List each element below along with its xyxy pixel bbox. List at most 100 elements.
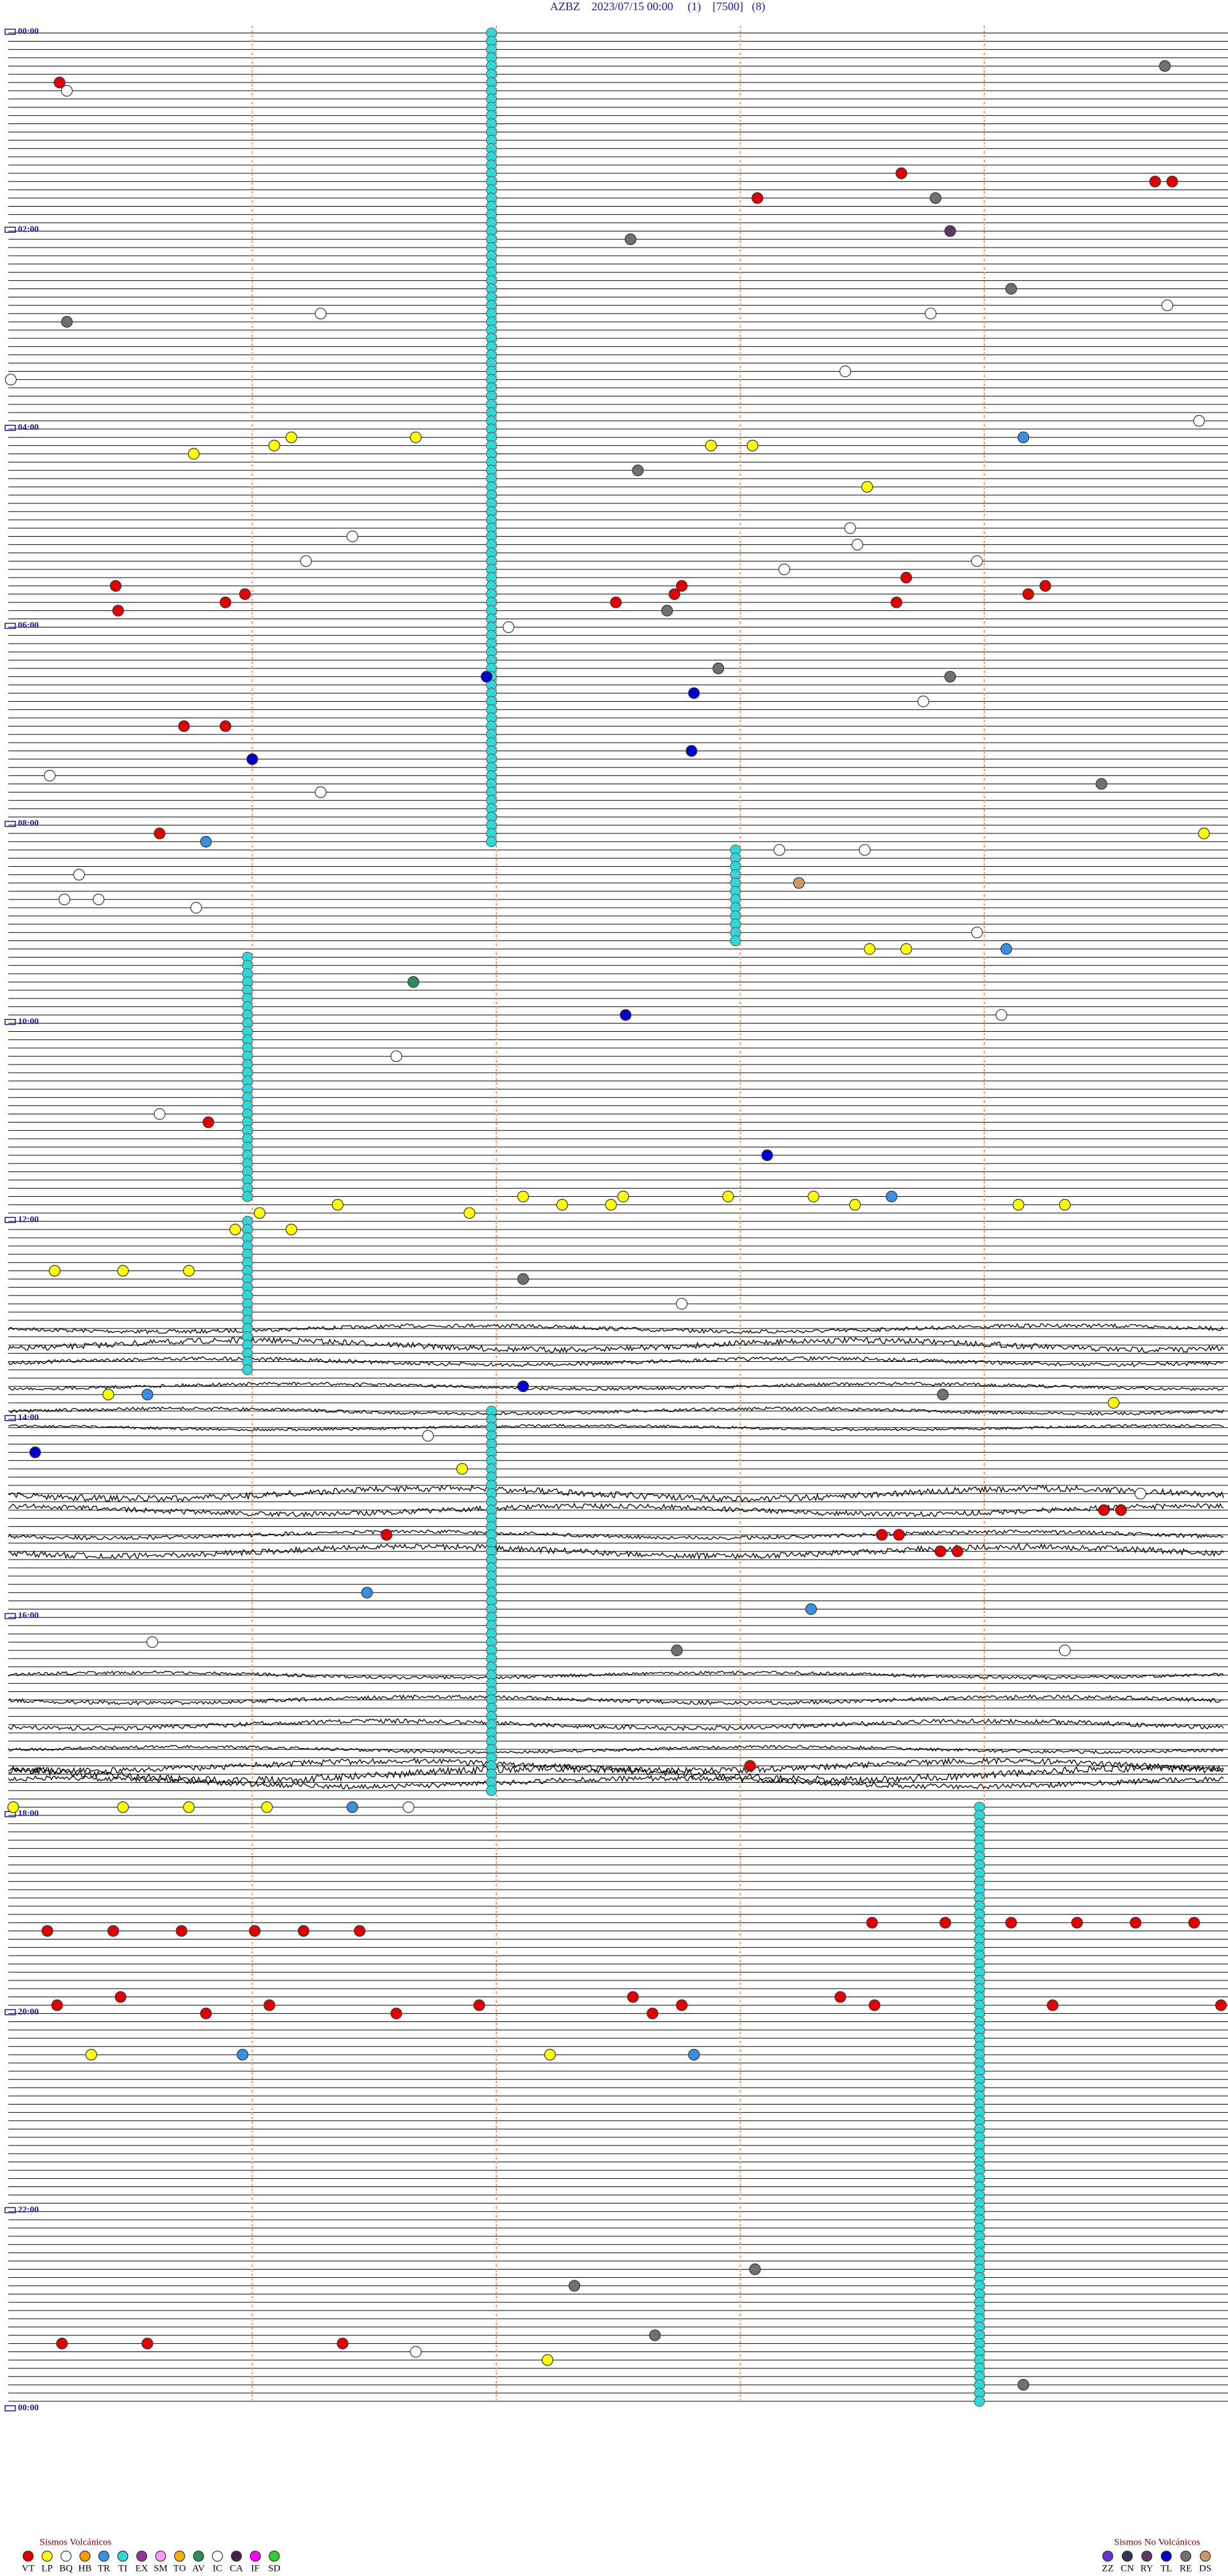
event — [219, 596, 232, 608]
event — [361, 1586, 373, 1599]
event — [876, 1529, 888, 1541]
event — [336, 2337, 349, 2350]
trace-noise — [8, 1355, 1224, 1368]
event — [7, 1801, 19, 1813]
event — [410, 2346, 422, 2358]
legend-code: CN — [1121, 2563, 1134, 2573]
event — [895, 167, 908, 179]
legend-swatch — [60, 2550, 72, 2562]
event — [1135, 1487, 1147, 1499]
event — [264, 1999, 276, 2011]
event — [1215, 1999, 1227, 2011]
trace-noise — [8, 1381, 1224, 1391]
legend-code: CA — [230, 2563, 243, 2573]
event — [624, 233, 636, 246]
event — [900, 943, 913, 955]
hour-label: 04:00 — [18, 423, 39, 432]
event — [995, 1009, 1007, 1021]
legend-swatch — [1180, 2550, 1192, 2562]
event — [749, 2263, 761, 2275]
legend-swatch — [41, 2550, 53, 2562]
event — [381, 1529, 393, 1541]
event — [107, 1925, 120, 1937]
event — [627, 1991, 639, 2003]
event — [285, 431, 297, 443]
event — [114, 1991, 127, 2003]
event — [617, 1190, 629, 1203]
legend-swatch — [1160, 2550, 1172, 2562]
event — [939, 1916, 952, 1929]
event — [761, 1149, 773, 1162]
event — [200, 2007, 212, 2019]
event — [542, 2354, 554, 2366]
trace-noise — [8, 1764, 1224, 1785]
hour-marker — [4, 226, 16, 233]
event — [141, 1389, 154, 1401]
event — [178, 720, 190, 732]
trace-noise — [8, 1542, 1224, 1560]
legend-code: TO — [173, 2563, 186, 2573]
legend-swatch — [22, 2550, 34, 2562]
event — [1005, 283, 1018, 295]
event — [354, 1925, 366, 1937]
event — [402, 1801, 414, 1813]
trace-noise — [8, 1502, 1224, 1518]
legend-swatch — [117, 2550, 129, 2562]
event — [41, 1925, 54, 1937]
event — [858, 844, 871, 856]
event — [647, 2007, 659, 2019]
event — [93, 893, 105, 906]
legend-swatch — [1121, 2550, 1133, 2562]
event — [422, 1430, 434, 1442]
legend-code: TI — [118, 2563, 127, 2573]
hour-marker — [4, 2207, 16, 2213]
event — [744, 1760, 756, 1772]
event — [187, 448, 200, 460]
event — [117, 1801, 129, 1813]
legend-code: EX — [136, 2563, 148, 2573]
event — [410, 431, 422, 443]
event — [300, 555, 312, 567]
legend-title: Sismos Volcánicos — [40, 2537, 112, 2547]
trace-noise — [8, 1670, 1224, 1680]
event — [929, 192, 941, 204]
legend-code: HB — [78, 2563, 91, 2573]
hour-label: 16:00 — [18, 1611, 39, 1621]
event — [944, 225, 956, 237]
event — [688, 2049, 700, 2061]
hour-label: 20:00 — [18, 2007, 39, 2017]
event — [668, 588, 681, 600]
event — [671, 1644, 683, 1657]
event — [805, 1603, 817, 1615]
hour-marker — [4, 2009, 16, 2016]
event — [261, 1801, 273, 1813]
event — [844, 522, 856, 534]
event — [1098, 1504, 1110, 1516]
event — [249, 1925, 261, 1937]
event — [237, 2049, 249, 2061]
ti-event — [973, 2396, 985, 2407]
event — [620, 1009, 632, 1021]
event — [1159, 60, 1171, 72]
legend-swatch — [174, 2550, 185, 2562]
event — [219, 720, 232, 732]
event — [807, 1190, 820, 1203]
event — [937, 1389, 949, 1401]
hour-marker — [4, 1415, 16, 1421]
hour-marker — [4, 1018, 16, 1025]
event — [1046, 1999, 1059, 2011]
event — [544, 2049, 556, 2061]
event — [117, 1265, 129, 1277]
event — [1193, 415, 1205, 427]
event — [885, 1190, 898, 1203]
event — [1000, 943, 1012, 955]
legend-code: SD — [268, 2563, 280, 2573]
event — [851, 539, 863, 551]
event — [610, 596, 622, 608]
event — [517, 1273, 530, 1285]
event — [56, 2337, 68, 2350]
event — [900, 571, 913, 584]
ti-event — [730, 935, 741, 947]
